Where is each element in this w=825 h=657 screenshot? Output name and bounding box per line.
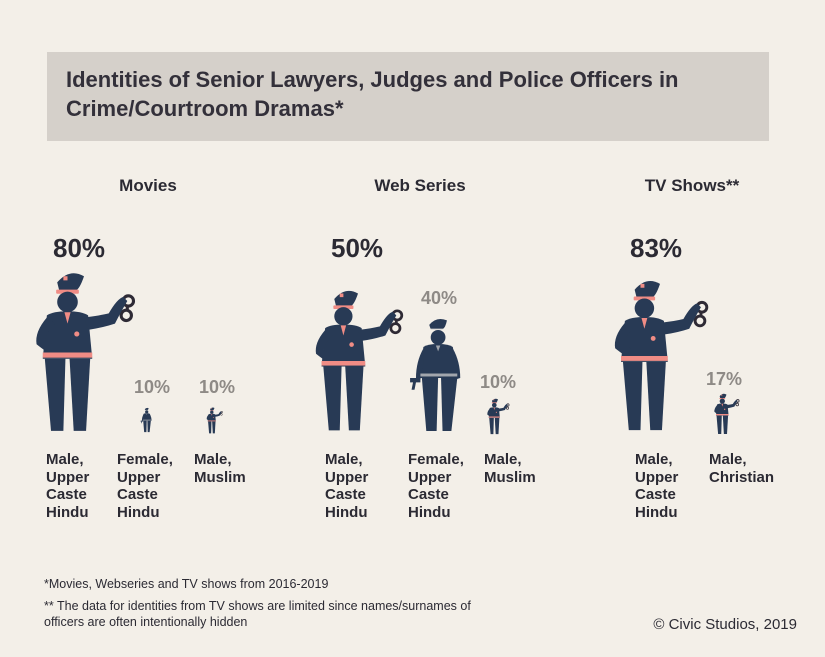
male-officer-figure: .c{fill:#2b5a4e;}: [206, 407, 223, 434]
value-label-web-0: 50%: [331, 233, 384, 263]
value-label-web-2: 10%: [480, 372, 517, 392]
male-officer-figure: .c{fill:#2e2a35;}: [611, 278, 709, 434]
male-officer-figure: .c{fill:#2b5a4e;}: [486, 398, 510, 435]
male-officer-figure: .c{fill:#283a55;}: [713, 393, 740, 435]
category-label-movies-2: Male, Muslim: [194, 451, 246, 486]
value-label-movies-0: 80%: [53, 233, 106, 263]
value-label-tv-1: 17%: [706, 369, 743, 389]
category-label-movies-0: Male, Upper Caste Hindu: [46, 451, 90, 521]
category-label-web-1: Female, Upper Caste Hindu: [408, 451, 464, 521]
section-title-movies: Movies: [119, 176, 177, 195]
title-box: Identities of Senior Lawyers, Judges and…: [47, 52, 769, 141]
male-officer-figure: .c{fill:#2e2a35;}: [312, 288, 404, 434]
footnote-1: *Movies, Webseries and TV shows from 201…: [44, 577, 329, 591]
section-title-tv-shows: TV Shows**: [644, 176, 740, 195]
female-officer-figure: .c{fill:#f08c85;}: [140, 407, 156, 433]
female-officer-figure: .c{fill:#f08c85;}: [407, 316, 481, 434]
value-label-movies-1: 10%: [134, 377, 171, 397]
category-label-tv-0: Male, Upper Caste Hindu: [635, 451, 679, 521]
category-label-web-2: Male, Muslim: [484, 451, 536, 486]
category-label-web-0: Male, Upper Caste Hindu: [325, 451, 369, 521]
chart-title: Identities of Senior Lawyers, Judges and…: [66, 67, 679, 121]
category-label-tv-1: Male, Christian: [709, 451, 775, 486]
value-label-movies-2: 10%: [199, 377, 236, 397]
value-label-web-1: 40%: [421, 288, 458, 308]
section-title-web-series: Web Series: [374, 176, 466, 195]
value-label-tv-0: 83%: [630, 233, 683, 263]
footnote-2: ** The data for identities from TV shows…: [44, 599, 471, 629]
category-label-movies-1: Female, Upper Caste Hindu: [117, 451, 173, 521]
credit: © Civic Studios, 2019: [653, 616, 797, 633]
male-officer-figure: .c{fill:#2e2a35;}: [32, 270, 136, 435]
